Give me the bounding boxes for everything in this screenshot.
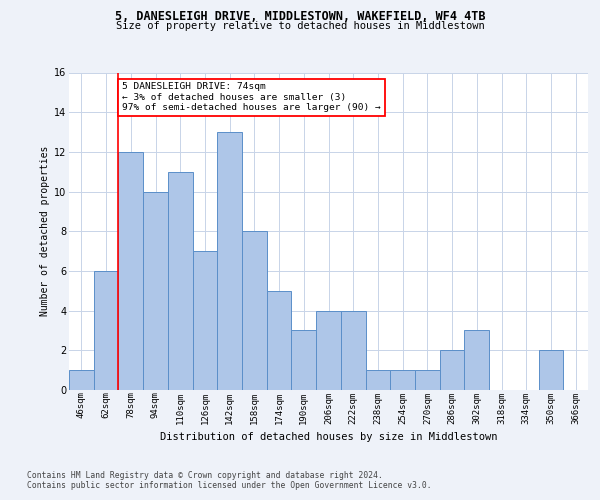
Bar xyxy=(193,251,217,390)
Bar xyxy=(440,350,464,390)
Bar xyxy=(539,350,563,390)
Bar xyxy=(365,370,390,390)
Bar xyxy=(390,370,415,390)
Text: Contains public sector information licensed under the Open Government Licence v3: Contains public sector information licen… xyxy=(27,481,431,490)
Bar xyxy=(94,271,118,390)
Bar xyxy=(143,192,168,390)
Bar xyxy=(464,330,489,390)
Bar xyxy=(242,231,267,390)
Bar xyxy=(217,132,242,390)
Bar xyxy=(168,172,193,390)
Text: Size of property relative to detached houses in Middlestown: Size of property relative to detached ho… xyxy=(116,21,484,31)
Text: 5 DANESLEIGH DRIVE: 74sqm
← 3% of detached houses are smaller (3)
97% of semi-de: 5 DANESLEIGH DRIVE: 74sqm ← 3% of detach… xyxy=(122,82,381,112)
Y-axis label: Number of detached properties: Number of detached properties xyxy=(40,146,50,316)
Bar xyxy=(118,152,143,390)
Text: 5, DANESLEIGH DRIVE, MIDDLESTOWN, WAKEFIELD, WF4 4TB: 5, DANESLEIGH DRIVE, MIDDLESTOWN, WAKEFI… xyxy=(115,10,485,23)
Text: Distribution of detached houses by size in Middlestown: Distribution of detached houses by size … xyxy=(160,432,497,442)
Bar xyxy=(341,310,365,390)
Bar xyxy=(415,370,440,390)
Bar xyxy=(267,291,292,390)
Bar xyxy=(69,370,94,390)
Text: Contains HM Land Registry data © Crown copyright and database right 2024.: Contains HM Land Registry data © Crown c… xyxy=(27,471,383,480)
Bar xyxy=(292,330,316,390)
Bar xyxy=(316,310,341,390)
